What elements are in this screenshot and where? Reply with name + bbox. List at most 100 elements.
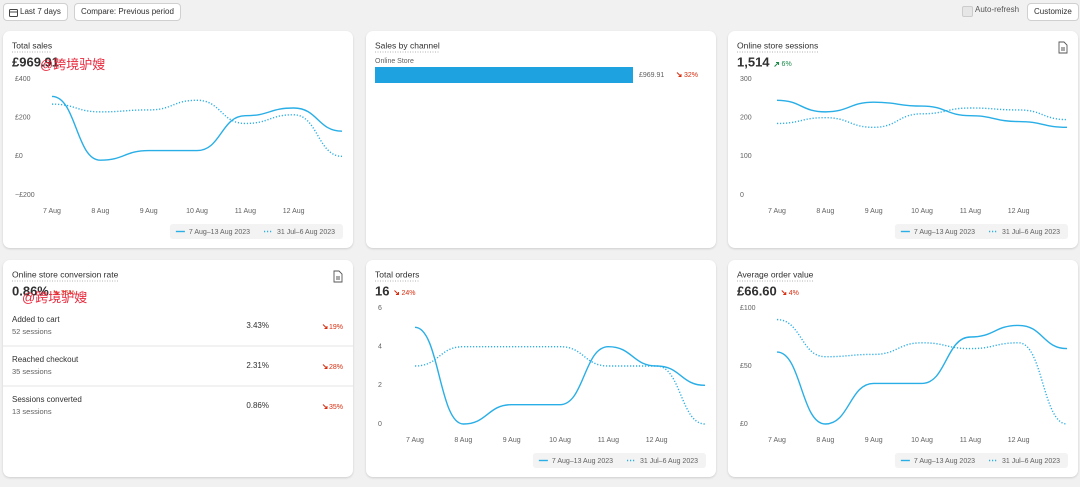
funnel-step-label: Sessions converted bbox=[12, 395, 82, 404]
x-tick-label: 8 Aug bbox=[816, 208, 834, 215]
change-arrow bbox=[676, 72, 682, 77]
x-tick-label: 11 Aug bbox=[235, 208, 256, 215]
conversion-card: Online store conversion rate 0.86% 35% Adde… bbox=[3, 260, 353, 477]
comparison-line bbox=[51, 99, 343, 158]
chart-card-svg: Online store sessions 1,514 6% 300 200 100 0 7 … bbox=[737, 40, 1068, 239]
y-tick-label: 2 bbox=[378, 382, 382, 389]
x-tick-label: 7 Aug bbox=[43, 208, 61, 215]
change-label: 35% bbox=[329, 404, 343, 411]
chart-card: Total sales £969.91 £400 £200 £0 −£200 7 Aug 8 … bbox=[3, 31, 353, 248]
current-line bbox=[51, 95, 343, 161]
auto-refresh-label: Auto-refresh bbox=[975, 5, 1020, 14]
change-arrow bbox=[394, 290, 399, 295]
y-tick-label: 0 bbox=[740, 192, 744, 199]
card-title: Average order value bbox=[737, 269, 814, 279]
legend-label: 31 Jul–6 Aug 2023 bbox=[640, 458, 698, 465]
change-arrow bbox=[322, 324, 328, 329]
chart-card-svg: Average order value £66.60 4% £100 £50 £0 7 Au… bbox=[737, 269, 1068, 468]
legend-label: 7 Aug–13 Aug 2023 bbox=[914, 458, 975, 465]
current-line bbox=[414, 326, 706, 425]
change-label: 4% bbox=[789, 290, 799, 297]
x-tick-label: 9 Aug bbox=[140, 208, 158, 215]
change-label: 6% bbox=[782, 61, 792, 68]
bar bbox=[375, 67, 633, 83]
bar-category: Online Store bbox=[375, 58, 414, 65]
x-tick-label: 7 Aug bbox=[406, 437, 424, 444]
x-tick-label: 9 Aug bbox=[503, 437, 521, 444]
legend-box bbox=[894, 224, 1068, 239]
legend-box bbox=[894, 453, 1068, 468]
x-tick-label: 7 Aug bbox=[768, 208, 786, 215]
x-tick-label: 9 Aug bbox=[865, 437, 883, 444]
chart-card: Total orders 16 24% 6 4 2 0 7 Aug 8 Aug 9 Aug 10 A… bbox=[366, 260, 716, 477]
x-tick-label: 12 Aug bbox=[1008, 437, 1030, 444]
y-tick-label: £0 bbox=[740, 421, 748, 428]
y-tick-label: −£200 bbox=[15, 192, 35, 199]
change-label: 19% bbox=[329, 324, 343, 331]
card-title: Online store conversion rate bbox=[12, 269, 119, 279]
x-tick-label: 12 Aug bbox=[646, 437, 668, 444]
x-tick-label: 10 Aug bbox=[911, 208, 933, 215]
comparison-line bbox=[776, 318, 1068, 425]
compare-button[interactable]: Compare: Previous period bbox=[74, 3, 181, 21]
chart-card-svg: Total orders 16 24% 6 4 2 0 7 Aug 8 Aug 9 Aug 10 A… bbox=[375, 269, 706, 468]
change-arrow bbox=[781, 290, 787, 295]
x-tick-label: 11 Aug bbox=[960, 208, 981, 215]
change-label: 24% bbox=[401, 290, 415, 297]
x-tick-label: 9 Aug bbox=[865, 208, 883, 215]
comparison-line bbox=[776, 107, 1068, 129]
auto-refresh-checkbox[interactable] bbox=[962, 6, 973, 17]
legend-label: 31 Jul–6 Aug 2023 bbox=[1002, 229, 1060, 236]
export-icon bbox=[1058, 41, 1068, 54]
y-tick-label: 0 bbox=[378, 421, 382, 428]
y-tick-label: 4 bbox=[378, 344, 382, 351]
chart-card: Average order value £66.60 4% £100 £50 £0 7 Au… bbox=[728, 260, 1078, 477]
change-arrow bbox=[322, 364, 328, 369]
headline-value: 16 bbox=[375, 283, 389, 298]
headline-value: 0.86% bbox=[12, 283, 49, 298]
headline-value: £66.60 bbox=[737, 283, 777, 298]
y-tick-label: £400 bbox=[15, 76, 31, 83]
legend-label: 31 Jul–6 Aug 2023 bbox=[277, 229, 335, 236]
headline-value: 1,514 bbox=[737, 54, 770, 69]
funnel-step-rate: 3.43% bbox=[246, 321, 269, 330]
compare-label: Compare: Previous period bbox=[81, 7, 174, 16]
conversion-card-svg: Online store conversion rate 0.86% 35% Adde… bbox=[3, 269, 353, 416]
chart-card-svg: Total sales £969.91 £400 £200 £0 −£200 7 Aug 8 … bbox=[12, 40, 343, 239]
x-tick-label: 7 Aug bbox=[768, 437, 786, 444]
x-tick-label: 8 Aug bbox=[91, 208, 109, 215]
legend-label: 7 Aug–13 Aug 2023 bbox=[914, 229, 975, 236]
y-tick-label: £100 bbox=[740, 305, 756, 312]
y-tick-label: 6 bbox=[378, 305, 382, 312]
change-label: 35% bbox=[61, 290, 75, 297]
funnel-step-sessions: 52 sessions bbox=[12, 327, 52, 336]
y-tick-label: £50 bbox=[740, 363, 752, 370]
legend-box bbox=[532, 453, 706, 468]
customize-label: Customize bbox=[1034, 7, 1072, 16]
card-title: Total orders bbox=[375, 269, 419, 279]
legend-box bbox=[169, 224, 343, 239]
headline-value: £969.91 bbox=[12, 54, 59, 69]
x-tick-label: 10 Aug bbox=[186, 208, 208, 215]
card-title: Total sales bbox=[12, 40, 52, 50]
x-tick-label: 12 Aug bbox=[1008, 208, 1030, 215]
change-arrow bbox=[53, 290, 59, 295]
comparison-line bbox=[414, 345, 706, 425]
watermark: @跨境驴嫂 bbox=[40, 57, 106, 72]
chart-card-svg: Sales by channel Online Store £969.91 32% bbox=[375, 40, 698, 83]
date-range-button[interactable]: Last 7 days bbox=[3, 3, 68, 21]
chart-card: Online store sessions 1,514 6% 300 200 100 0 7 … bbox=[728, 31, 1078, 248]
funnel-step-sessions: 35 sessions bbox=[12, 367, 52, 376]
watermark: @跨境驴嫂 bbox=[22, 290, 88, 305]
x-tick-label: 8 Aug bbox=[816, 437, 834, 444]
chart-card: Sales by channel Online Store £969.91 32% bbox=[366, 31, 716, 248]
x-tick-label: 8 Aug bbox=[454, 437, 472, 444]
x-tick-label: 12 Aug bbox=[283, 208, 305, 215]
funnel-step-rate: 2.31% bbox=[246, 361, 269, 370]
y-tick-label: 200 bbox=[740, 115, 752, 122]
y-tick-label: 100 bbox=[740, 153, 752, 160]
card-title: Sales by channel bbox=[375, 40, 440, 50]
customize-button[interactable]: Customize bbox=[1027, 3, 1079, 21]
legend-label: 7 Aug–13 Aug 2023 bbox=[189, 229, 250, 236]
